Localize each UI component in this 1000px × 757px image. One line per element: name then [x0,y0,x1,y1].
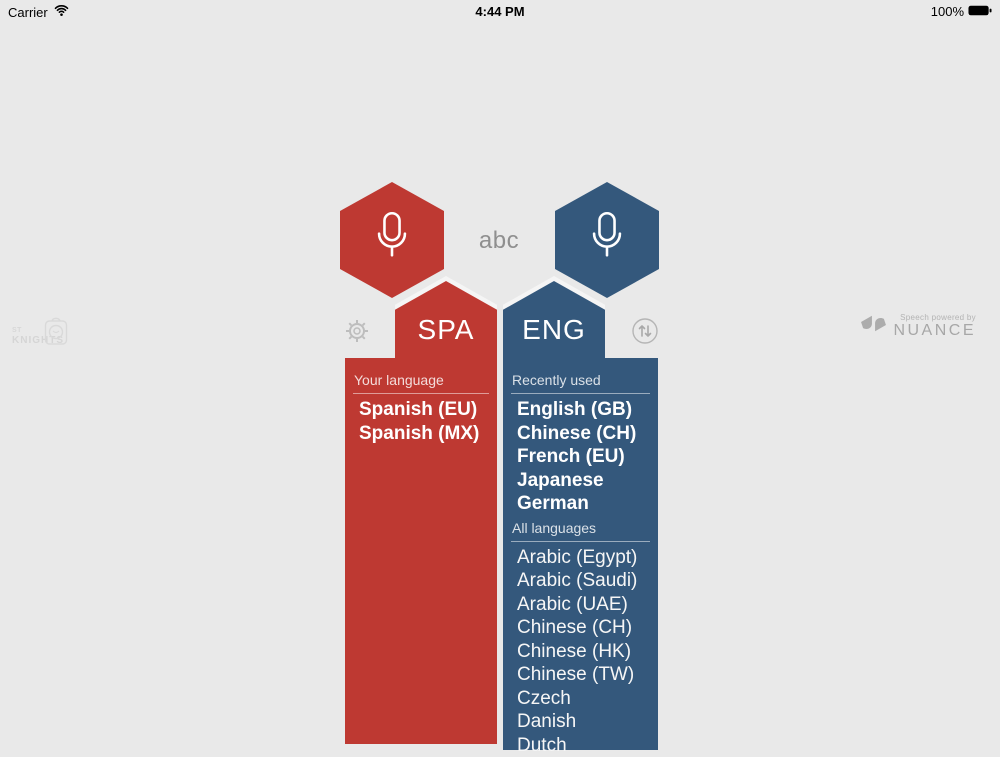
nuance-logo: Speech powered by NUANCE [860,313,976,339]
source-language-panel: Your language Spanish (EU) Spanish (MX) [345,358,497,744]
language-option-dutch[interactable]: Dutch [511,734,650,757]
gear-icon [344,331,370,348]
language-option-chinese-tw[interactable]: Chinese (TW) [511,663,650,687]
nuance-wordmark: NUANCE [893,323,976,339]
target-language-panel: Recently used English (GB) Chinese (CH) … [503,358,658,750]
settings-button[interactable] [344,318,370,344]
target-language-code: ENG [503,314,605,346]
language-option-spanish-eu[interactable]: Spanish (EU) [353,398,489,422]
language-option-arabic-uae[interactable]: Arabic (UAE) [511,593,650,617]
source-mic-button[interactable] [340,182,444,298]
language-option-spanish-mx[interactable]: Spanish (MX) [353,422,489,446]
swap-languages-button[interactable] [631,317,659,345]
status-bar: Carrier 4:44 PM 100% [0,0,1000,22]
source-language-tab[interactable]: SPA [395,281,497,361]
language-option-english-gb[interactable]: English (GB) [511,398,650,422]
battery-icon [968,4,992,19]
knights-logo: ST KNIGHTS [10,316,90,356]
battery-percent-label: 100% [931,4,964,19]
language-option-chinese-ch-recent[interactable]: Chinese (CH) [511,422,650,446]
language-option-chinese-hk[interactable]: Chinese (HK) [511,640,650,664]
status-time: 4:44 PM [0,4,1000,19]
nuance-tagline: Speech powered by [893,313,976,322]
text-mode-toggle[interactable]: abc [459,227,539,255]
target-mic-button[interactable] [555,182,659,298]
source-section-title: Your language [353,372,489,394]
all-languages-title: All languages [511,520,650,542]
microphone-icon [585,210,629,271]
recently-used-title: Recently used [511,372,650,394]
knights-logo-prefix: ST [12,327,22,334]
language-option-french-eu[interactable]: French (EU) [511,445,650,469]
language-option-japanese[interactable]: Japanese [511,469,650,493]
microphone-icon [370,210,414,271]
swap-arrows-icon [631,332,659,349]
language-option-czech[interactable]: Czech [511,687,650,711]
nuance-swoosh-icon [860,313,887,339]
source-language-code: SPA [395,314,497,346]
language-option-arabic-saudi[interactable]: Arabic (Saudi) [511,569,650,593]
target-language-tab[interactable]: ENG [503,281,605,361]
language-option-arabic-egypt[interactable]: Arabic (Egypt) [511,546,650,570]
language-option-german[interactable]: German [511,492,650,516]
language-option-chinese-ch[interactable]: Chinese (CH) [511,616,650,640]
language-option-danish[interactable]: Danish [511,710,650,734]
knight-helmet-icon [43,316,69,351]
